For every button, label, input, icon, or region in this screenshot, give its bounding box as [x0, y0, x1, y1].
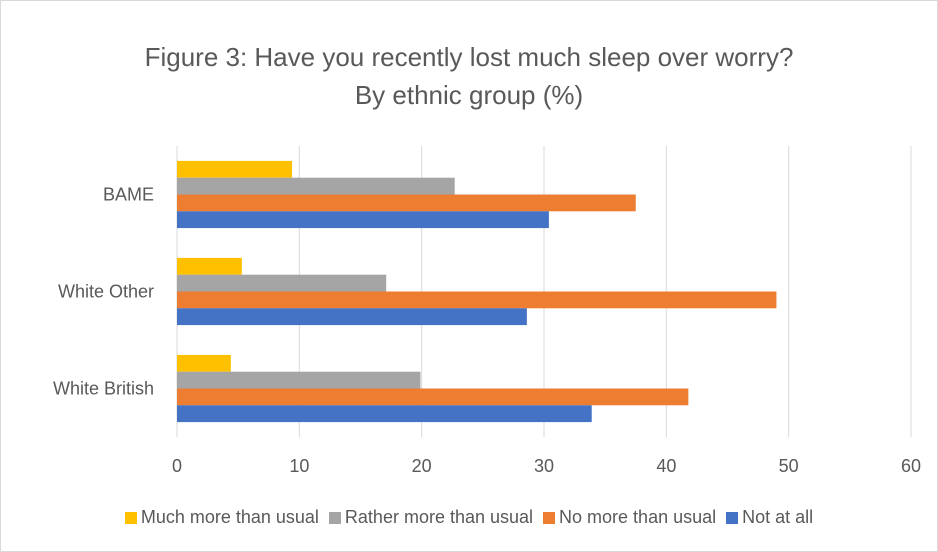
x-tick-label: 50: [779, 456, 799, 476]
legend-swatch: [726, 511, 739, 524]
bar: [177, 354, 231, 372]
legend-swatch: [124, 511, 137, 524]
bar: [177, 371, 421, 389]
x-tick-label: 60: [901, 456, 921, 476]
chart-legend: Much more than usual Rather more than usu…: [0, 507, 938, 528]
legend-item: No more than usual: [543, 507, 716, 528]
x-tick-label: 20: [412, 456, 432, 476]
bar: [177, 160, 292, 178]
legend-item: Not at all: [726, 507, 813, 528]
bar: [177, 388, 689, 406]
legend-swatch: [543, 511, 556, 524]
chart-title-line1: Figure 3: Have you recently lost much sl…: [144, 42, 794, 72]
category-label: White Other: [58, 282, 154, 302]
category-label: White British: [53, 379, 154, 399]
chart-title: Figure 3: Have you recently lost much sl…: [0, 38, 938, 114]
legend-swatch: [328, 511, 341, 524]
bar: [177, 211, 549, 229]
chart-title-line2: By ethnic group (%): [354, 80, 584, 110]
bar: [177, 257, 242, 275]
category-label: BAME: [103, 185, 154, 205]
legend-item: Much more than usual: [124, 507, 319, 528]
bar: [177, 194, 636, 212]
legend-label: Rather more than usual: [344, 507, 534, 527]
legend-label: No more than usual: [559, 507, 717, 527]
legend-label: Not at all: [742, 507, 814, 527]
x-tick-label: 0: [172, 456, 182, 476]
bar: [177, 177, 455, 195]
x-tick-label: 40: [656, 456, 676, 476]
bar: [177, 291, 777, 309]
bar: [177, 405, 592, 423]
bar: [177, 274, 387, 292]
x-tick-label: 10: [289, 456, 309, 476]
legend-item: Rather more than usual: [328, 507, 534, 528]
bar: [177, 308, 527, 326]
legend-label: Much more than usual: [140, 507, 319, 527]
x-tick-label: 30: [534, 456, 554, 476]
